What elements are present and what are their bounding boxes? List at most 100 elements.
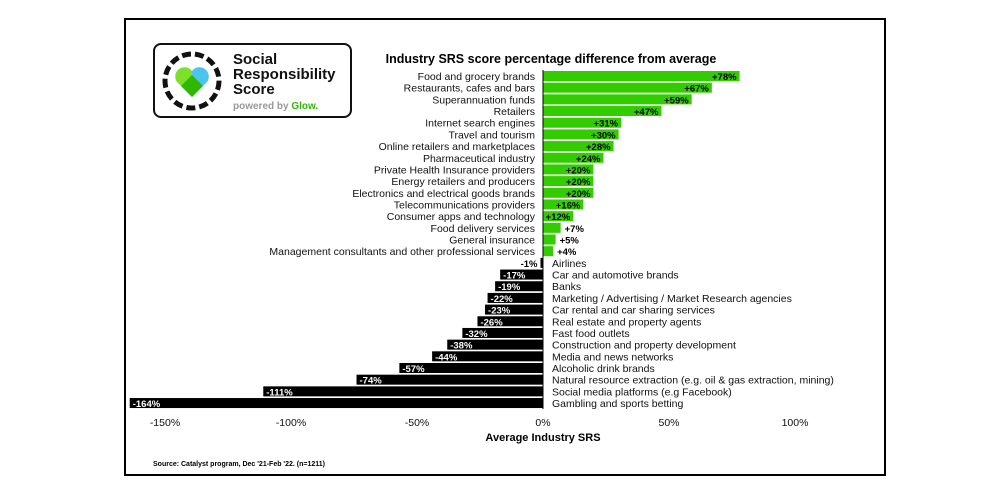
bar [495,281,543,292]
category-label: Electronics and electrical goods brands [352,188,535,200]
bar [540,257,543,268]
value-label: +31% [594,119,619,130]
bar [543,129,619,140]
category-label: Telecommunications providers [394,199,535,211]
bar [129,398,543,409]
category-label: Management consultants and other profess… [269,246,535,258]
category-label: Private Health Insurance providers [374,164,535,176]
bar [543,234,556,245]
value-label: +20% [566,177,591,188]
value-label: -57% [402,364,425,375]
bar [543,246,554,257]
category-label: Media and news networks [552,351,673,363]
category-label: Marketing / Advertising / Market Researc… [552,293,792,305]
value-label: -23% [488,306,511,317]
category-label: Social media platforms (e.g Facebook) [552,386,732,398]
chart-title: Industry SRS score percentage difference… [386,52,717,66]
powered-text: powered by [233,101,289,112]
bar [399,363,543,373]
value-label: +47% [634,107,659,118]
x-tick-label: -100% [276,417,306,429]
value-label: +78% [712,72,737,83]
bar [543,164,594,175]
bar [462,327,543,338]
bar [543,117,622,128]
category-label: Banks [552,281,581,293]
category-label: Fast food outlets [552,328,630,340]
x-tick-label: -50% [405,417,430,429]
value-label: +28% [586,142,611,153]
bar [543,106,662,117]
value-label: -74% [360,376,383,387]
x-tick-label: -150% [150,417,180,429]
category-label: Food delivery services [431,223,535,235]
category-label: Superannuation funds [432,94,535,106]
source-note: Source: Catalyst program, Dec '21-Feb '2… [153,461,325,468]
bar [543,141,614,152]
bar [263,386,543,397]
brand-text: Glow. [291,101,319,112]
value-label: -32% [465,329,488,340]
value-label: +30% [591,130,616,141]
bar [447,339,543,350]
bar [487,292,543,303]
logo-powered: powered by Glow. [233,101,318,112]
x-tick-label: 100% [782,417,809,429]
value-label: -164% [133,399,161,410]
bar [543,82,712,93]
x-tick-label: 50% [658,417,679,429]
category-label: General insurance [449,235,535,247]
value-label: +20% [566,189,591,200]
bar [500,269,543,280]
value-label: +5% [560,236,580,247]
category-label: Retailers [494,106,535,118]
bar [543,187,594,198]
bar [543,152,604,163]
category-label: Car and automotive brands [552,270,679,282]
category-label: Pharmaceutical industry [423,153,536,165]
bar [543,222,561,233]
bar [543,71,740,81]
logo-line2: Responsibility [233,66,336,83]
category-label: Restaurants, cafes and bars [404,83,535,95]
bar [543,211,574,222]
heart-badge-icon [162,51,222,111]
category-label: Travel and tourism [448,129,535,141]
value-label: -38% [450,341,473,352]
chart-frame [124,18,886,476]
value-label: -26% [480,317,503,328]
value-label: +20% [566,165,591,176]
value-label: +7% [565,224,585,235]
logo-line1: Social [233,51,278,68]
bar [432,351,543,362]
category-label: Energy retailers and producers [391,176,535,188]
value-label: +4% [557,247,577,258]
category-label: Airlines [552,258,586,270]
value-label: -22% [491,294,514,305]
value-label: -111% [266,387,293,398]
bar [477,316,543,327]
value-label: +59% [664,95,689,106]
value-label: +67% [684,84,709,95]
bar [543,176,594,187]
x-tick-label: 0% [535,417,550,429]
value-label: -17% [503,271,526,282]
x-axis-title: Average Industry SRS [485,432,600,444]
value-label: -19% [498,282,521,293]
value-label: -1% [521,259,538,270]
category-label: Natural resource extraction (e.g. oil & … [552,375,834,387]
category-label: Construction and property development [552,340,736,352]
category-label: Internet search engines [425,118,535,130]
category-label: Consumer apps and technology [387,211,536,223]
category-label: Food and grocery brands [418,71,535,83]
category-label: Online retailers and marketplaces [379,141,535,153]
bar [485,304,543,315]
value-label: -44% [435,352,458,363]
srs-logo: Social Responsibility Score powered by G… [153,43,352,118]
logo-line3: Score [233,81,275,98]
category-label: Real estate and property agents [552,316,701,328]
value-label: +12% [546,212,571,223]
value-label: +16% [556,200,581,211]
